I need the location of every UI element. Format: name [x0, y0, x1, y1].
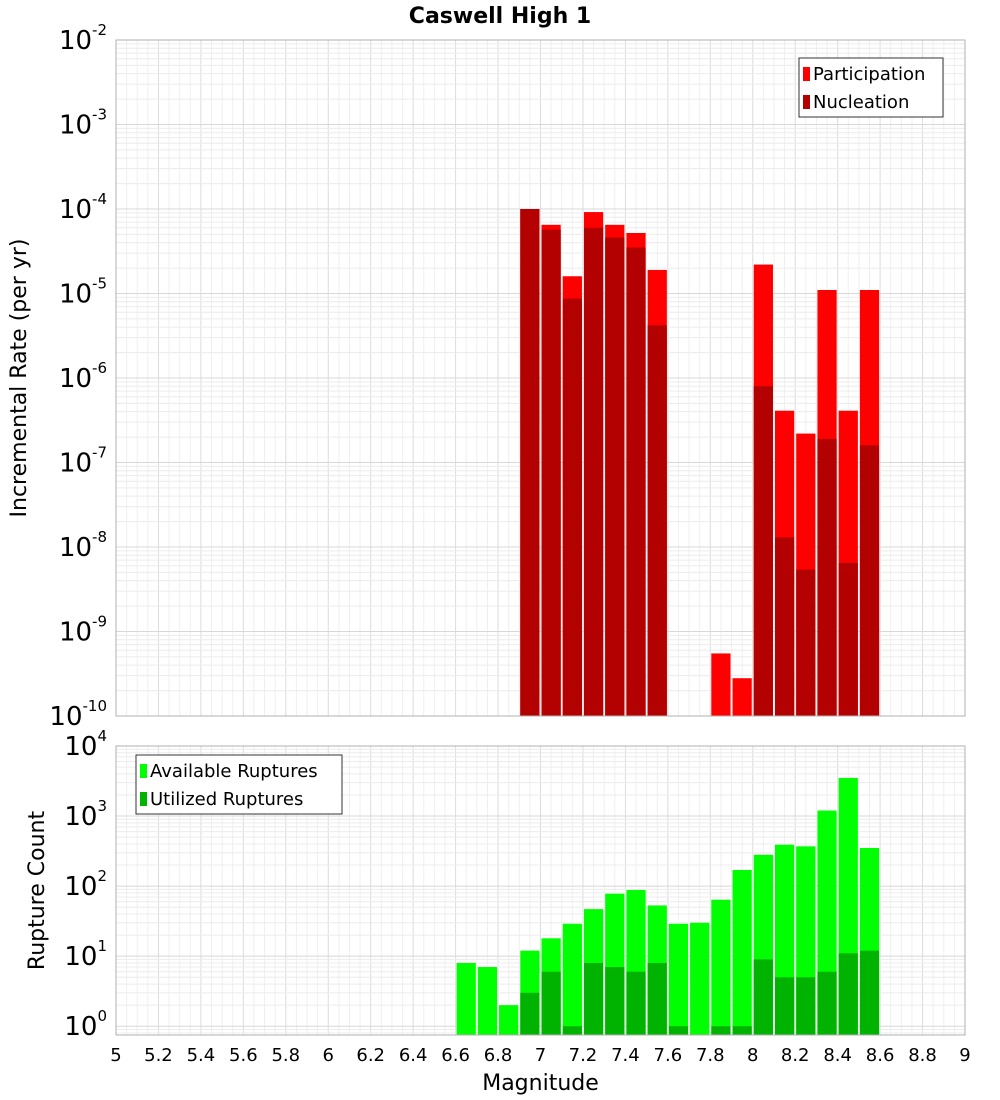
utilized-ruptures-bar — [711, 1026, 731, 1035]
legend-box — [798, 57, 944, 118]
x-tick-label: 7.2 — [569, 1045, 598, 1066]
nucleation-bar — [605, 237, 625, 717]
rate-y-axis-label: Incremental Rate (per yr) — [7, 239, 32, 518]
available-ruptures-bar — [690, 922, 710, 1035]
x-tick-label: 6.2 — [356, 1045, 385, 1066]
nucleation-bar — [774, 537, 795, 716]
utilized-ruptures-bar — [605, 967, 625, 1035]
nucleation-bar — [838, 562, 858, 716]
y-tick-label: 102 — [64, 867, 107, 902]
nucleation-bar — [626, 247, 646, 716]
available-ruptures-bar — [499, 1005, 519, 1035]
participation-bar — [711, 653, 731, 716]
nucleation-bar — [541, 229, 561, 716]
x-tick-label: 7 — [535, 1045, 546, 1066]
x-tick-label: 6.8 — [484, 1045, 513, 1066]
utilized-ruptures-bar — [562, 1026, 582, 1035]
y-tick-label: 10-6 — [59, 359, 107, 394]
nucleation-bar — [817, 438, 837, 716]
rate-legend: Participation Nucleation — [798, 57, 944, 118]
y-tick-label: 103 — [64, 797, 107, 832]
x-tick-label: 5.2 — [144, 1045, 173, 1066]
x-tick-label: 5.8 — [271, 1045, 300, 1066]
utilized-ruptures-bar — [838, 953, 858, 1035]
utilized-ruptures-bar — [774, 977, 795, 1035]
legend-swatch — [803, 67, 810, 81]
utilized-ruptures-bar — [859, 950, 880, 1035]
chart-title: Caswell High 1 — [408, 4, 592, 29]
x-tick-label: 8.6 — [866, 1045, 895, 1066]
x-tick-label: 7.6 — [654, 1045, 683, 1066]
legend-box — [135, 754, 343, 815]
legend-swatch — [140, 764, 147, 778]
x-tick-label: 6.4 — [399, 1045, 428, 1066]
rupture-count-panel: 100 101 102 103 104 Rupture Count Available Ru… — [25, 727, 966, 1042]
x-tick-label: 7.4 — [611, 1045, 640, 1066]
y-tick-label: 10-3 — [59, 106, 107, 141]
y-tick-label: 101 — [64, 937, 107, 972]
x-axis-label: Magnitude — [482, 1071, 599, 1096]
utilized-ruptures-bar — [817, 971, 837, 1035]
available-ruptures-bar — [711, 899, 731, 1035]
utilized-ruptures-bar — [626, 971, 646, 1035]
x-tick-label: 8.8 — [908, 1045, 937, 1066]
x-tick-label: 5.6 — [229, 1045, 258, 1066]
utilized-ruptures-bar — [753, 959, 773, 1035]
x-axis: 5 5.2 5.4 5.6 5.8 6 6.2 6.4 6.6 6.8 7 7.2 7.4 7.6 7.8 8… — [110, 1045, 970, 1096]
available-ruptures-bar — [732, 869, 752, 1035]
y-tick-label: 10-10 — [49, 697, 107, 732]
x-tick-label: 5.4 — [187, 1045, 216, 1066]
participation-bar — [732, 678, 752, 716]
available-ruptures-bar — [477, 967, 498, 1035]
x-tick-label: 8 — [747, 1045, 758, 1066]
y-tick-label: 10-8 — [59, 528, 107, 563]
y-tick-label: 104 — [64, 727, 107, 762]
count-plot-border — [115, 745, 966, 1036]
nucleation-bar — [647, 325, 667, 716]
y-tick-label: 100 — [64, 1007, 107, 1042]
utilized-ruptures-bar — [732, 1026, 752, 1035]
legend-swatch — [140, 792, 147, 806]
x-tick-label: 6.6 — [441, 1045, 470, 1066]
legend-swatch — [803, 95, 810, 109]
nucleation-bar — [583, 227, 604, 716]
utilized-ruptures-bar — [647, 962, 667, 1035]
nucleation-bar — [562, 298, 582, 716]
nucleation-bar — [859, 445, 880, 716]
x-tick-label: 6 — [323, 1045, 334, 1066]
y-tick-label: 10-2 — [59, 21, 107, 56]
nucleation-bar — [796, 569, 816, 716]
utilized-ruptures-bar — [541, 971, 561, 1035]
y-tick-label: 10-9 — [59, 613, 107, 648]
rate-panel: 10-10 10-9 10-8 10-7 10-6 10-5 10-4 10-3 10-2 Inc… — [7, 21, 966, 732]
x-tick-label: 8.2 — [781, 1045, 810, 1066]
x-tick-label: 5 — [110, 1045, 121, 1066]
count-y-axis-label: Rupture Count — [25, 811, 50, 971]
y-tick-label: 10-7 — [59, 444, 107, 479]
utilized-ruptures-bar — [796, 977, 816, 1035]
available-ruptures-bar — [668, 923, 689, 1035]
utilized-ruptures-bar — [520, 992, 540, 1035]
nucleation-bar — [520, 209, 540, 716]
legend-label: Participation — [813, 64, 925, 85]
x-tick-label: 8.4 — [823, 1045, 852, 1066]
legend-label: Nucleation — [813, 92, 909, 113]
utilized-ruptures-bar — [668, 1026, 689, 1035]
x-tick-label: 9 — [959, 1045, 970, 1066]
utilized-ruptures-bar — [583, 962, 604, 1035]
available-ruptures-bar — [456, 962, 476, 1035]
x-tick-label: 7.8 — [696, 1045, 725, 1066]
count-legend: Available Ruptures Utilized Ruptures — [135, 754, 343, 815]
nucleation-bar — [753, 386, 773, 716]
rate-plot-border — [115, 39, 966, 717]
legend-label: Available Ruptures — [150, 761, 318, 782]
available-ruptures-bar — [562, 923, 582, 1035]
y-tick-label: 10-5 — [59, 275, 107, 310]
y-tick-label: 10-4 — [59, 190, 107, 225]
legend-label: Utilized Ruptures — [150, 789, 303, 810]
